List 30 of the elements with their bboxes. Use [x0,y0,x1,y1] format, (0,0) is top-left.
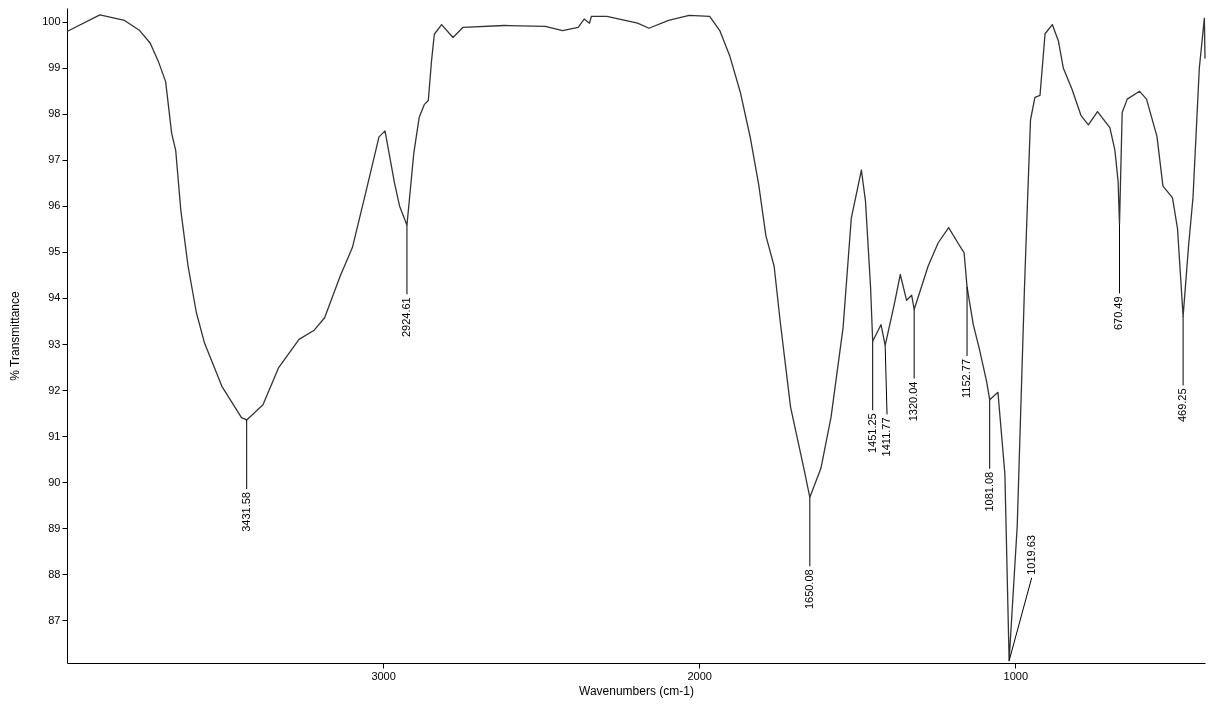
annotation: 1081.08 [982,471,995,512]
y-tick-label: 90 [48,475,61,488]
annotation: 1650.08 [802,569,815,610]
annotation: 1320.04 [907,381,920,422]
y-tick-label: 100 [42,15,61,28]
y-tick-label: 89 [48,521,61,534]
annotation: 469.25 [1176,388,1189,423]
annotation: 670.49 [1112,296,1125,331]
y-tick-label: 98 [48,107,61,120]
x-tick-label: 3000 [371,669,396,682]
y-tick-label: 92 [48,383,61,396]
annotation: 1451.25 [865,413,878,454]
y-tick-label: 95 [48,245,61,258]
x-tick-label: 2000 [687,669,712,682]
y-axis-title: % Transmittance [8,290,23,381]
annotation: 3431.58 [239,492,252,532]
annotation: 1019.63 [1024,535,1037,575]
annotation: 1411.77 [880,417,893,457]
y-tick-label: 97 [48,153,61,166]
y-tick-label: 99 [48,61,61,74]
x-tick-label: 1000 [1003,669,1029,682]
y-tick-label: 94 [48,291,61,304]
y-tick-label: 91 [48,429,61,442]
y-tick-label: 96 [48,199,61,212]
y-tick-label: 93 [48,337,61,350]
x-axis-title: Wavenumbers (cm-1) [579,683,694,698]
annotation: 2924.61 [399,297,412,338]
annotation: 1152.77 [960,358,973,398]
y-tick-label: 87 [48,613,61,626]
y-tick-label: 88 [48,567,61,580]
